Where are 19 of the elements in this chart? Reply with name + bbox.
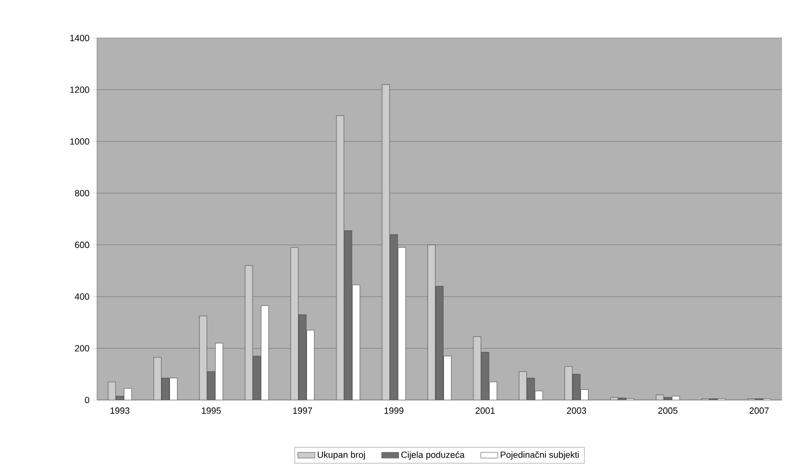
y-tick-label: 1400 <box>70 34 90 42</box>
x-tick-label: 1999 <box>384 407 404 414</box>
legend-label: Pojedinačni subjekti <box>500 451 579 460</box>
y-tick-label: 800 <box>74 190 90 196</box>
x-tick-label: 2003 <box>566 407 586 414</box>
x-tick-label: 1997 <box>293 407 312 414</box>
x-tick-label: 2007 <box>750 407 769 414</box>
x-tick-label: 2005 <box>658 407 678 414</box>
legend-label: Ukupan broj <box>318 451 365 460</box>
y-tick-label: 600 <box>75 242 90 248</box>
y-tick-label: 1000 <box>70 138 90 145</box>
y-tick-label: 400 <box>74 293 90 300</box>
x-tick-label: 1993 <box>110 407 130 414</box>
y-tick-label: 0 <box>84 396 90 404</box>
y-tick-label: 200 <box>75 345 90 352</box>
legend-label: Cijela poduzeća <box>401 451 465 460</box>
x-tick-label: 1995 <box>202 407 221 414</box>
y-tick-label: 1200 <box>70 86 90 93</box>
x-tick-label: 2001 <box>476 407 495 414</box>
